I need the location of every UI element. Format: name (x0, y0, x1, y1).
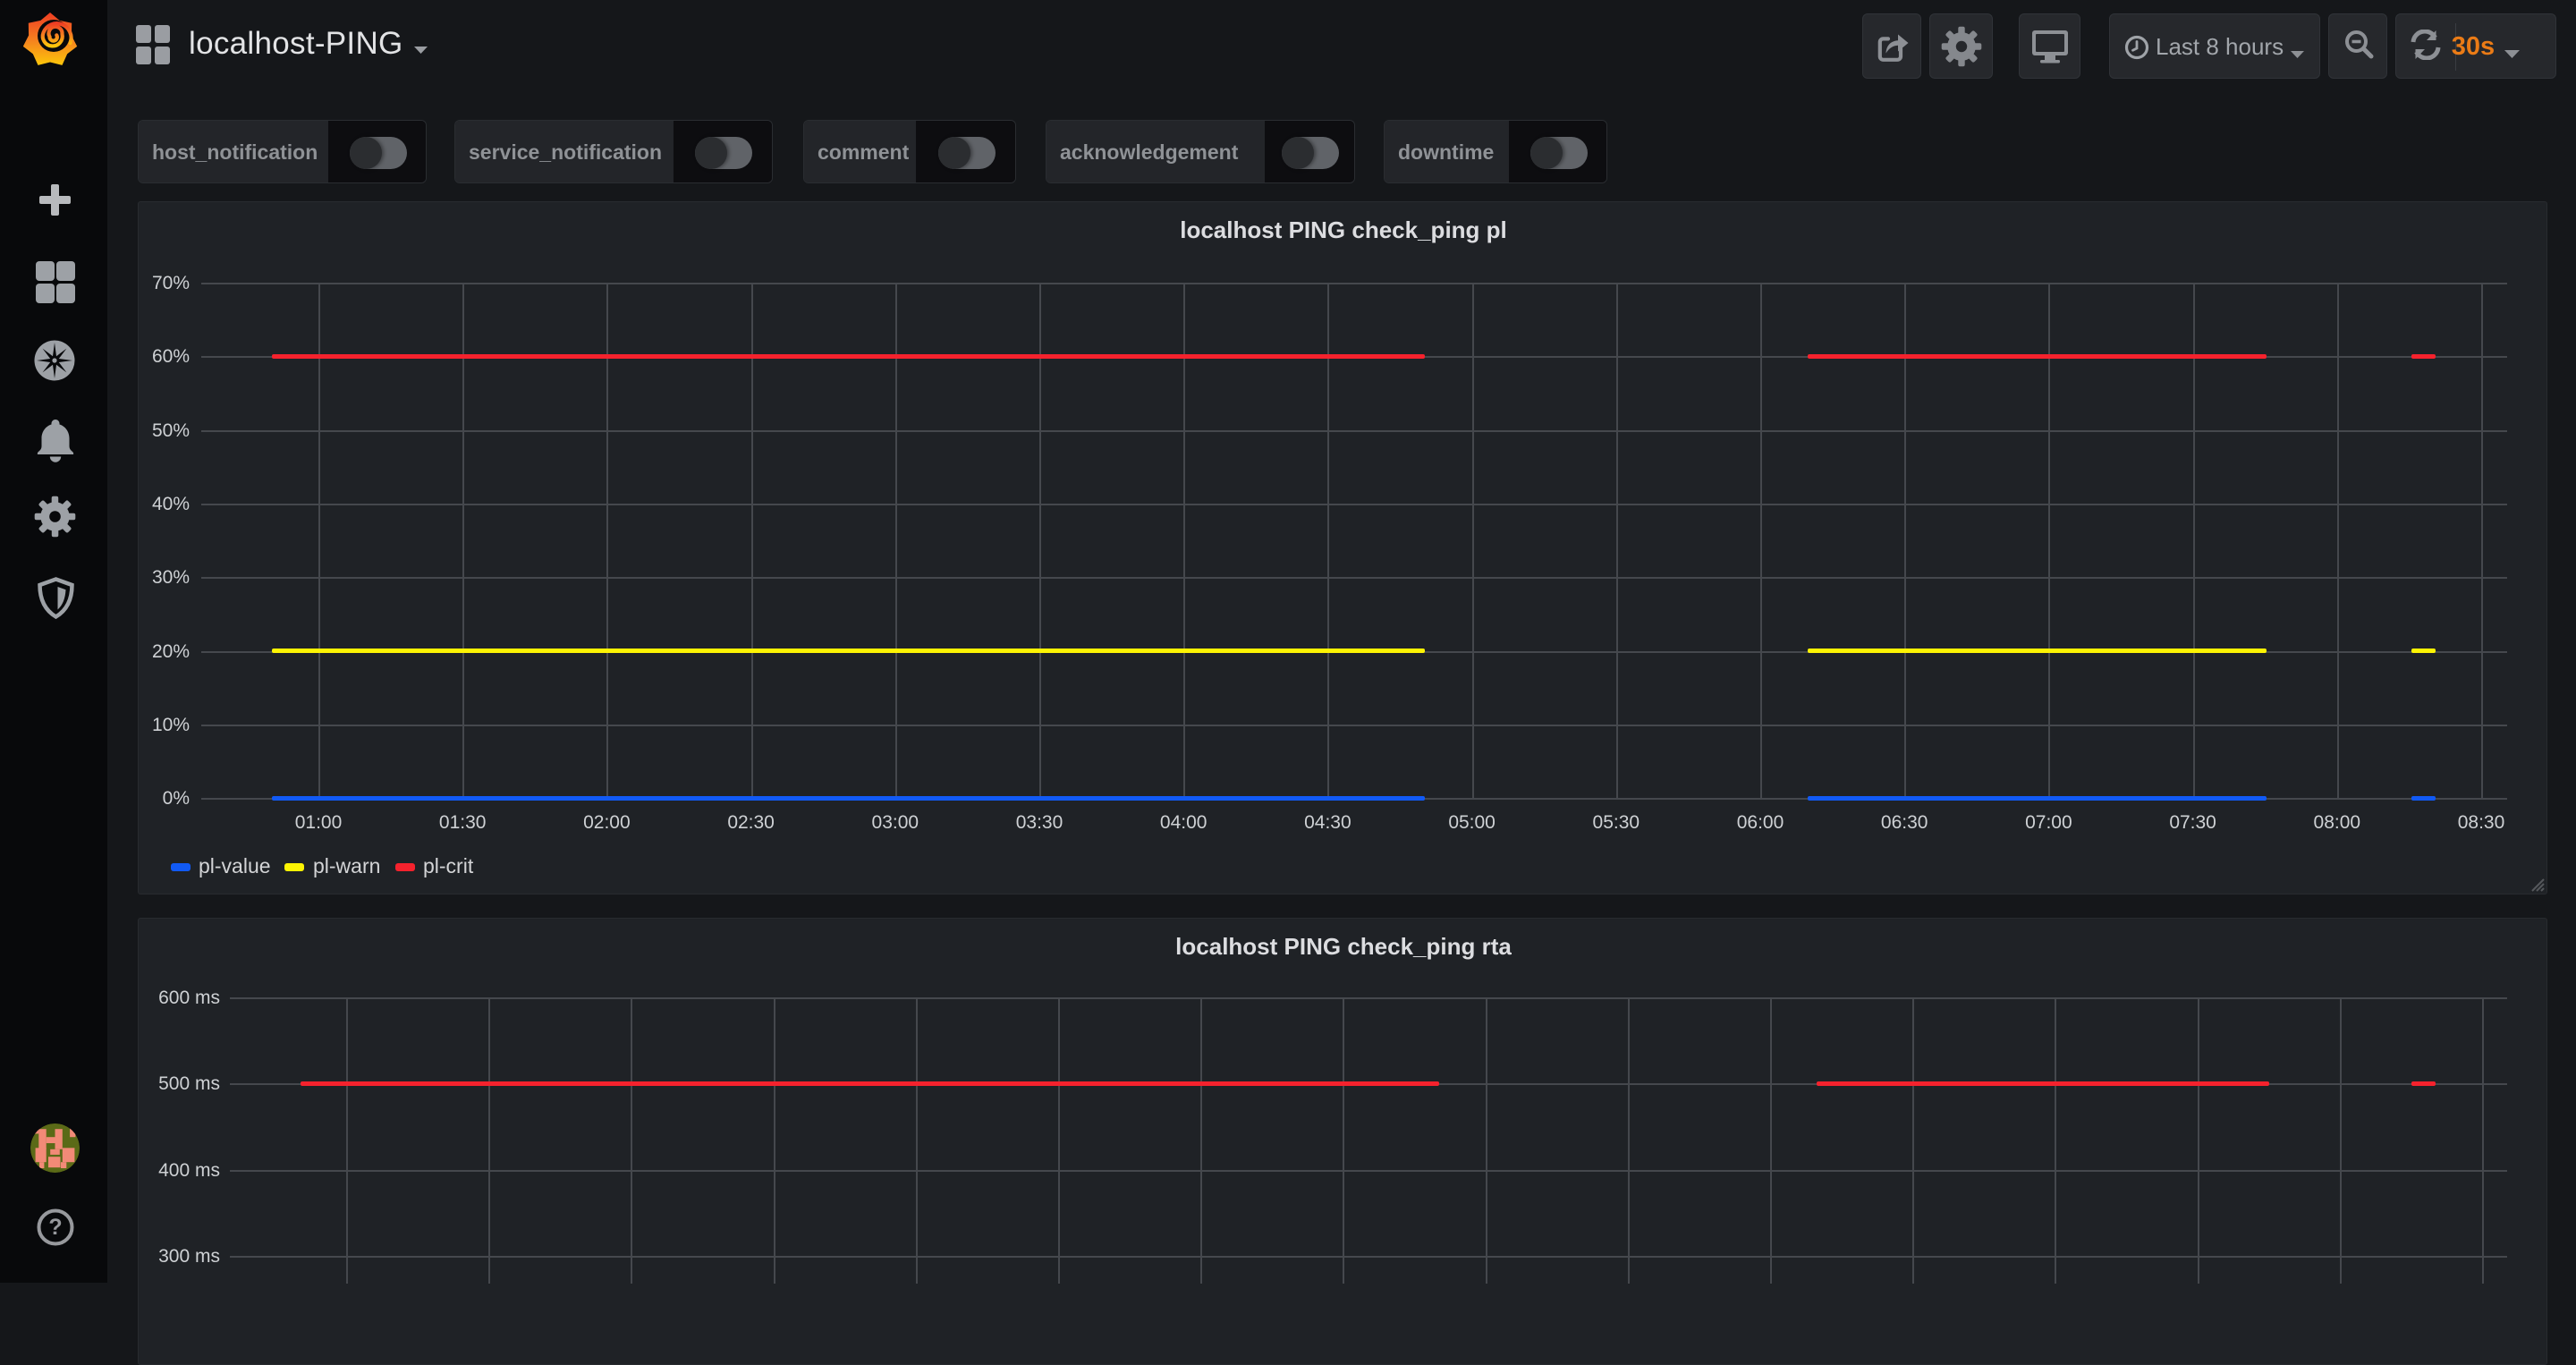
svg-text:?: ? (48, 1215, 62, 1240)
